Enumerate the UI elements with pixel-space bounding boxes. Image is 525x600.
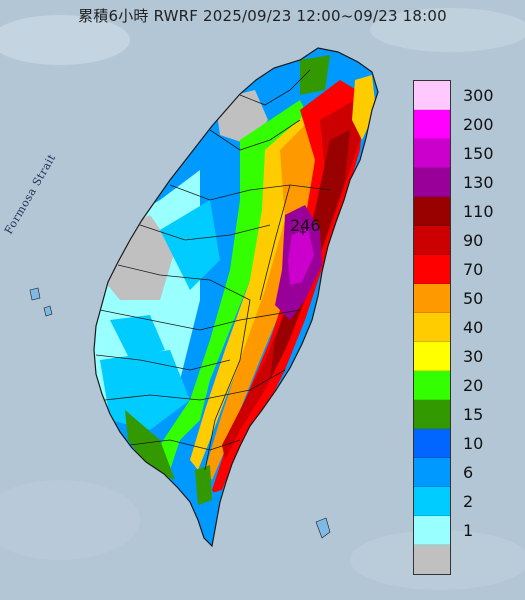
legend-label: 200 xyxy=(463,115,494,134)
legend-label: 150 xyxy=(463,144,494,163)
legend-label: 90 xyxy=(463,231,484,250)
legend-swatch xyxy=(414,284,450,313)
legend-label: 1 xyxy=(463,521,474,540)
legend-label: 6 xyxy=(463,463,474,482)
legend-swatch xyxy=(414,168,450,197)
county-boundaries xyxy=(95,69,331,471)
legend-swatch xyxy=(414,197,450,226)
legend-label: 40 xyxy=(463,318,484,337)
map-title: 累積6小時 RWRF 2025/09/23 12:00~09/23 18:00 xyxy=(78,7,447,25)
legend-swatch xyxy=(414,255,450,284)
legend-label: 300 xyxy=(463,86,494,105)
max-rainfall-marker xyxy=(300,229,306,235)
legend-label: 15 xyxy=(463,405,484,424)
max-rainfall-value: 246 xyxy=(290,216,321,235)
legend-swatch xyxy=(414,487,450,516)
legend-swatch xyxy=(414,226,450,255)
legend-label: 10 xyxy=(463,434,484,453)
legend-label: 20 xyxy=(463,376,484,395)
legend-swatch xyxy=(414,429,450,458)
outlying-islands xyxy=(29,287,331,539)
legend-swatch xyxy=(414,139,450,168)
legend-label: 110 xyxy=(463,202,494,221)
legend-swatch xyxy=(414,342,450,371)
legend-label: 130 xyxy=(463,173,494,192)
legend-swatch xyxy=(414,400,450,429)
legend-swatch xyxy=(414,458,450,487)
legend-swatch xyxy=(414,516,450,545)
legend-swatch xyxy=(414,371,450,400)
legend-color-bar xyxy=(413,80,451,575)
legend-label: 70 xyxy=(463,260,484,279)
legend-label: 50 xyxy=(463,289,484,308)
legend-swatch xyxy=(414,545,450,574)
legend-label: 2 xyxy=(463,492,474,511)
legend-label: 30 xyxy=(463,347,484,366)
rainfall-legend: 300 200 150 130 110 90 70 50 40 30 20 15 10 6 2 1 xyxy=(413,80,524,575)
island-outline xyxy=(93,47,379,548)
legend-swatch xyxy=(414,110,450,139)
legend-swatch xyxy=(414,313,450,342)
legend-swatch xyxy=(414,81,450,110)
